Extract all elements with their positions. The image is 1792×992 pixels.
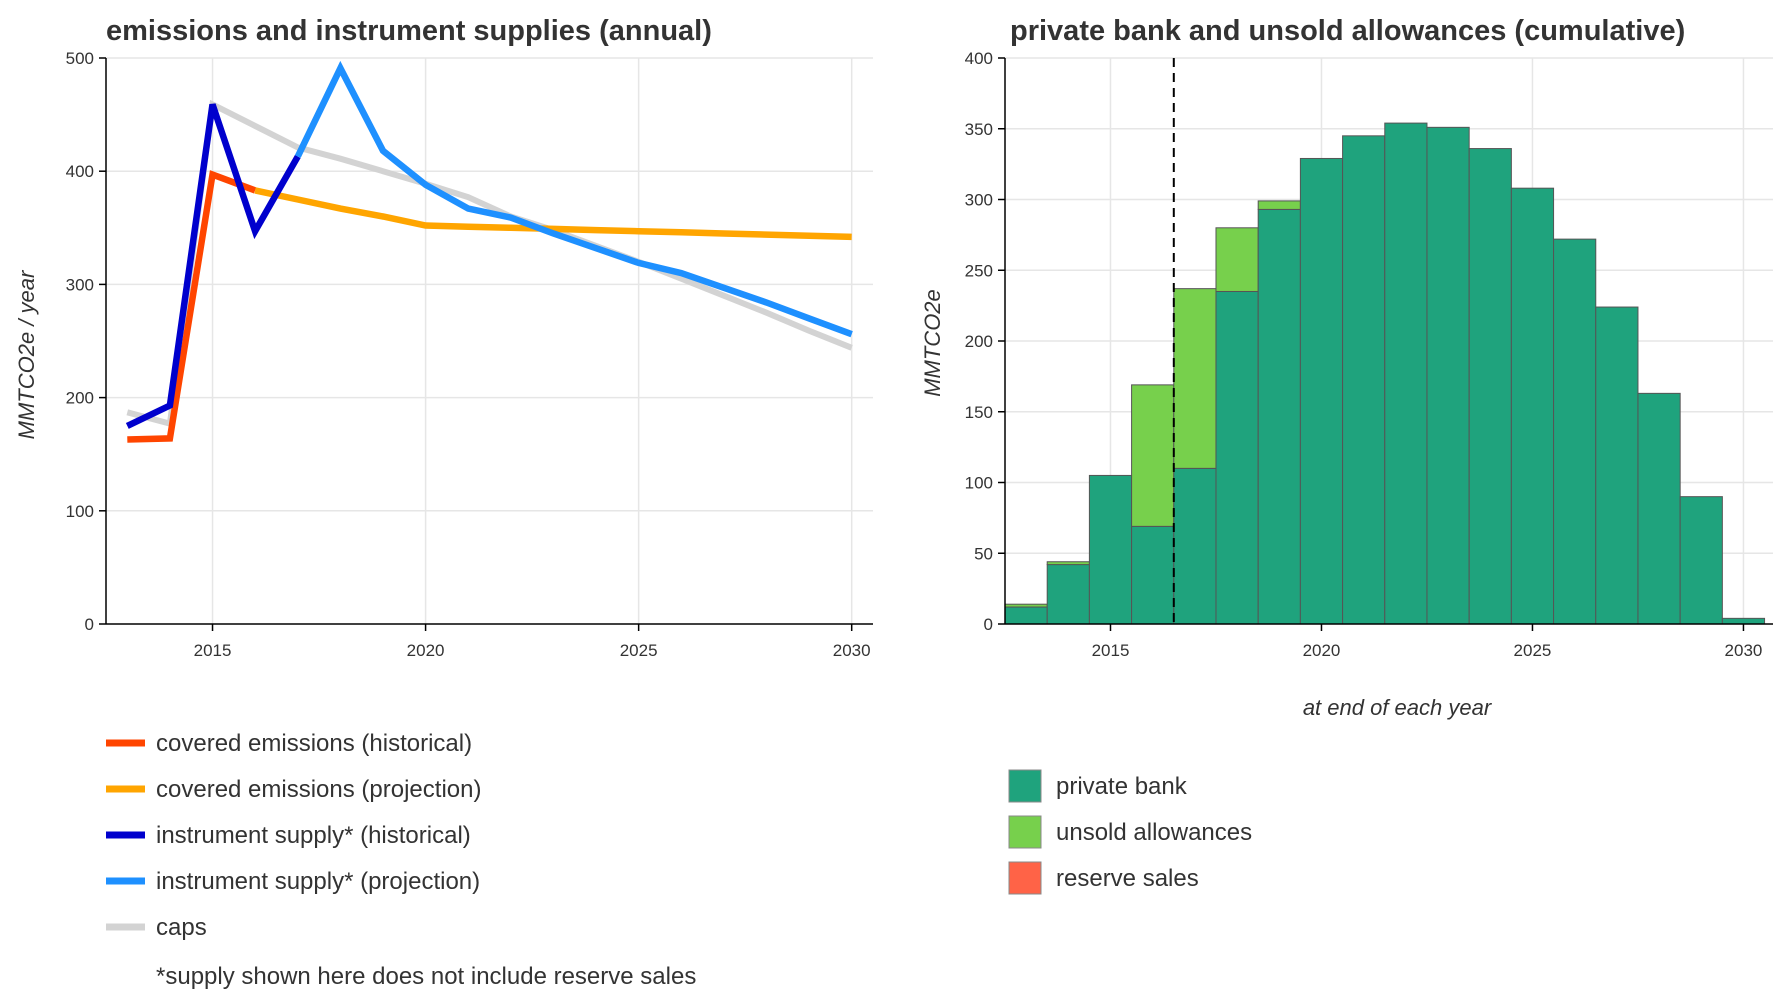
right-y-axis-label: MMTCO2e — [920, 289, 945, 397]
left-x-tick-label: 2030 — [833, 641, 871, 660]
left-chart-title: emissions and instrument supplies (annua… — [106, 15, 712, 47]
series-line-covered-emissions-historical — [127, 170, 257, 443]
left-x-tick-label: 2015 — [194, 641, 232, 660]
bar-private-bank-2015 — [1088, 474, 1133, 625]
right-y-tick-label: 100 — [965, 474, 993, 493]
right-y-tick-label: 50 — [974, 544, 993, 563]
bar-private-bank-2018 — [1215, 290, 1259, 625]
right-chart-title: private bank and unsold allowances (cumu… — [1010, 15, 1685, 47]
right-y-tick-label: 0 — [984, 615, 993, 634]
left-legend: covered emissions (historical) covered em… — [106, 730, 481, 941]
series-line-covered-emissions-projection — [254, 187, 852, 241]
right-x-axis-label: at end of each year — [1303, 695, 1493, 720]
bar-unsold-allowances-2013 — [1004, 603, 1048, 608]
right-y-tick-label: 200 — [965, 332, 993, 351]
bar-private-bank-2013 — [1004, 606, 1048, 625]
legend-label: instrument supply* (projection) — [156, 868, 480, 895]
left-y-tick-label: 400 — [66, 162, 94, 181]
series-line-caps — [126, 99, 853, 428]
right-y-tick-label: 150 — [965, 403, 993, 422]
left-y-tick-label: 0 — [85, 615, 94, 634]
bar-private-bank-2028 — [1637, 392, 1681, 625]
bar-private-bank-2019 — [1257, 208, 1301, 625]
legend-swatch-box — [1008, 815, 1042, 849]
right-legend: private bank unsold allowances reserve sal… — [1008, 769, 1252, 895]
legend-label: instrument supply* (historical) — [156, 822, 471, 849]
left-y-tick-label: 500 — [66, 49, 94, 68]
bar-unsold-allowances-2016 — [1131, 384, 1175, 527]
left-x-tick-label: 2025 — [620, 641, 658, 660]
left-y-axis-label: MMTCO2e / year — [14, 269, 39, 439]
bar-unsold-allowances-2018 — [1215, 227, 1259, 292]
left-axes: 0 100 200 300 400 500 2015 2020 2025 2030 — [66, 49, 873, 660]
bar-private-bank-2017 — [1173, 467, 1217, 625]
legend-label: caps — [156, 914, 207, 941]
bar-private-bank-2016 — [1131, 525, 1175, 625]
legend-label: private bank — [1056, 773, 1188, 800]
left-y-tick-label: 200 — [66, 389, 94, 408]
series-line-instrument-supply-projection — [294, 60, 853, 338]
bar-private-bank-2026 — [1553, 238, 1597, 625]
bar-private-bank-2025 — [1510, 187, 1555, 625]
bar-private-bank-2029 — [1679, 496, 1723, 625]
bar-private-bank-2020 — [1299, 157, 1344, 625]
bar-private-bank-2014 — [1046, 564, 1090, 625]
left-series-lines — [125, 60, 853, 443]
legend-label: unsold allowances — [1056, 819, 1252, 846]
bar-unsold-allowances-2019 — [1257, 200, 1301, 210]
bar-private-bank-2022 — [1384, 122, 1428, 625]
bar-unsold-allowances-2014 — [1046, 561, 1090, 566]
right-x-tick-label: 2030 — [1725, 641, 1763, 660]
right-stacked-bars — [1004, 58, 1766, 625]
right-x-tick-label: 2020 — [1303, 641, 1341, 660]
right-y-tick-label: 400 — [965, 49, 993, 68]
annual-line-chart: emissions and instrument supplies (annua… — [14, 15, 873, 660]
left-y-tick-label: 100 — [66, 502, 94, 521]
legend-swatch-box — [1008, 769, 1042, 803]
bar-private-bank-2021 — [1342, 135, 1386, 625]
right-y-tick-label: 300 — [965, 191, 993, 210]
cumulative-bar-chart: private bank and unsold allowances (cumu… — [920, 15, 1773, 720]
legend-label: covered emissions (projection) — [156, 776, 481, 803]
legend-swatch-box — [1008, 861, 1042, 895]
left-y-tick-label: 300 — [66, 275, 94, 294]
right-axes: 0 50 100 150 200 250 300 350 400 2015 2020 2025 2030 — [965, 49, 1773, 660]
left-x-tick-label: 2020 — [407, 641, 445, 660]
legend-label: reserve sales — [1056, 865, 1199, 892]
bar-private-bank-2030 — [1721, 617, 1766, 625]
right-x-tick-label: 2025 — [1514, 641, 1552, 660]
legend-label: covered emissions (historical) — [156, 730, 472, 757]
right-y-tick-label: 250 — [965, 261, 993, 280]
right-x-tick-label: 2015 — [1092, 641, 1130, 660]
left-gridlines — [106, 57, 873, 624]
right-y-tick-label: 350 — [965, 120, 993, 139]
bar-unsold-allowances-2017 — [1173, 288, 1217, 469]
series-line-instrument-supply-historical — [125, 103, 301, 429]
bar-private-bank-2024 — [1468, 148, 1512, 625]
bar-private-bank-2023 — [1426, 126, 1470, 625]
bar-private-bank-2027 — [1595, 306, 1639, 625]
supply-footnote: *supply shown here does not include rese… — [156, 963, 696, 990]
